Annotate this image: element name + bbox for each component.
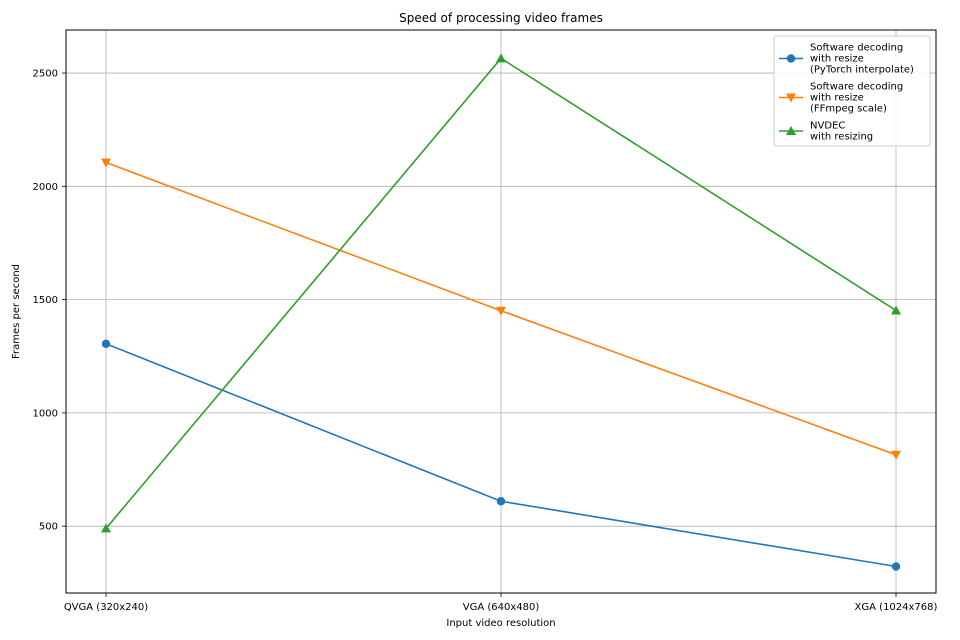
x-tick-label: VGA (640x480) — [463, 602, 540, 613]
x-tick-label: QVGA (320x240) — [64, 602, 148, 613]
legend-label-line: (FFmpeg scale) — [810, 104, 887, 115]
legend-label-line: with resizing — [810, 132, 873, 143]
grid — [66, 30, 936, 593]
data-point — [891, 305, 901, 315]
legend-label: Software decoding with resize (FFmpeg scal… — [810, 82, 903, 115]
series-group — [101, 53, 901, 571]
legend-label-line: NVDEC — [810, 121, 845, 132]
legend-label: NVDEC with resizing — [810, 121, 873, 143]
data-point — [101, 158, 111, 168]
x-axis-title: Input video resolution — [446, 618, 555, 629]
legend-swatch-marker — [786, 93, 796, 103]
series-1 — [101, 158, 901, 460]
data-point — [101, 523, 111, 533]
legend-item: NVDEC with resizing — [779, 121, 873, 143]
legend-box — [773, 35, 931, 147]
legend-item: Software decoding with resize (PyTorch int… — [779, 43, 914, 76]
data-point — [496, 497, 506, 506]
series-2 — [101, 53, 901, 533]
legend-label-line: with resize — [810, 93, 864, 104]
series-0 — [101, 339, 901, 571]
legend: Software decoding with resize (PyTorch int… — [773, 35, 931, 147]
data-point — [496, 53, 506, 63]
data-point — [101, 339, 111, 348]
legend-swatch-marker — [786, 54, 796, 63]
y-tick-label: 1500 — [33, 295, 58, 306]
data-point — [496, 306, 506, 316]
chart-title: Speed of processing video frames — [399, 11, 603, 25]
legend-label-line: with resize — [810, 54, 864, 65]
y-tick-label: 2000 — [33, 182, 58, 193]
data-point — [891, 562, 901, 571]
data-point — [891, 450, 901, 460]
legend-label: Software decoding with resize (PyTorch int… — [810, 43, 914, 76]
x-tick-label: XGA (1024x768) — [855, 602, 938, 613]
y-tick-label: 2500 — [33, 69, 58, 80]
y-tick-label: 1000 — [33, 408, 58, 419]
legend-label-line: (PyTorch interpolate) — [810, 65, 914, 76]
y-axis-title: Frames per second — [11, 264, 22, 359]
y-tick-label: 500 — [39, 522, 58, 533]
legend-item: Software decoding with resize (FFmpeg scal… — [779, 82, 903, 115]
ticks: 500 1000 1500 2000 2500 QVGA (320x240) VGA (64… — [33, 69, 938, 613]
legend-swatch-marker — [786, 126, 796, 135]
legend-label-line: Software decoding — [810, 43, 903, 54]
legend-label-line: Software decoding — [810, 82, 903, 93]
